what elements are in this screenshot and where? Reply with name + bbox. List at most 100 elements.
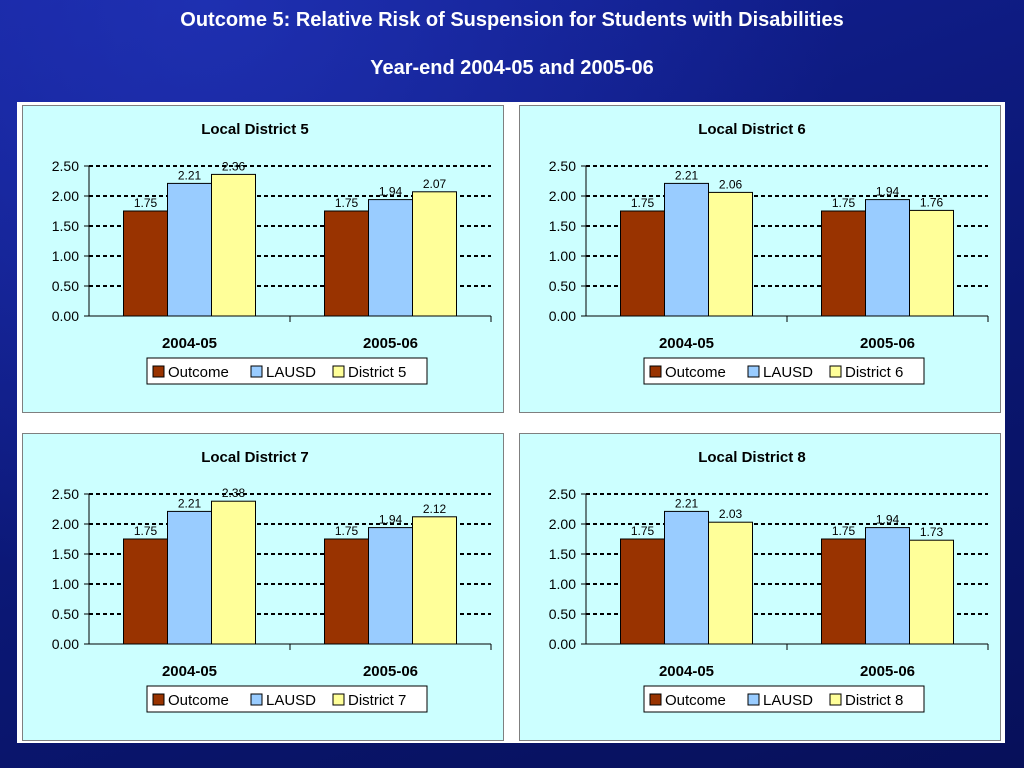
- chart-title: Local District 8: [698, 449, 806, 466]
- bar-lausd: [167, 510, 212, 645]
- bar-outcome: [620, 538, 665, 645]
- y-tick-label: 0.50: [52, 278, 79, 294]
- legend-swatch: [747, 693, 760, 706]
- legend-label: Outcome: [168, 692, 229, 709]
- x-category-label: 2005-06: [860, 335, 915, 352]
- y-tick-label: 1.00: [549, 576, 576, 592]
- y-tick-label: 2.50: [52, 486, 79, 502]
- y-tick-label: 0.00: [549, 636, 576, 652]
- chart-title: Local District 6: [698, 121, 806, 138]
- data-label: 1.75: [335, 196, 359, 210]
- data-label: 1.75: [832, 524, 856, 538]
- legend: Outcome LAUSD District 5: [146, 357, 428, 385]
- y-tick-label: 2.00: [52, 516, 79, 532]
- legend: Outcome LAUSD District 6: [643, 357, 925, 385]
- y-tick-label: 1.50: [52, 546, 79, 562]
- legend-box: [643, 357, 925, 385]
- y-tick-label: 2.00: [549, 188, 576, 204]
- legend-swatch: [152, 365, 165, 378]
- data-label: 1.75: [631, 524, 655, 538]
- x-category-label: 2004-05: [162, 335, 217, 352]
- legend-box: [643, 685, 925, 713]
- y-tick-label: 0.00: [549, 308, 576, 324]
- x-category-label: 2005-06: [363, 663, 418, 680]
- legend-swatch: [649, 693, 662, 706]
- data-label: 1.75: [631, 196, 655, 210]
- chart-svg: Local District 5 0.00 0.50 1.00 1.50 2.00 2.50…: [52, 121, 492, 385]
- bar-outcome: [123, 538, 168, 645]
- chart-svg: Local District 7 0.00 0.50 1.00 1.50 2.00 2.50…: [52, 449, 492, 713]
- legend-label: LAUSD: [266, 692, 316, 709]
- x-category-label: 2004-05: [659, 663, 714, 680]
- legend-label: Outcome: [665, 692, 726, 709]
- data-label: 2.03: [719, 507, 743, 521]
- legend-label: District 6: [845, 364, 903, 381]
- legend: Outcome LAUSD District 8: [643, 685, 925, 713]
- y-tick-label: 2.50: [549, 158, 576, 174]
- bar-lausd: [368, 527, 413, 645]
- data-label: 2.12: [423, 502, 447, 516]
- bar-district: [211, 500, 256, 645]
- legend-label: District 5: [348, 364, 406, 381]
- data-label: 1.76: [920, 195, 944, 209]
- data-label: 2.21: [178, 496, 202, 510]
- bar-district: [708, 191, 753, 317]
- data-label: 2.21: [675, 496, 699, 510]
- bar-outcome: [123, 210, 168, 317]
- bar-district: [909, 539, 954, 645]
- chart-panel-district-6: Local District 6 0.00 0.50 1.00 1.50 2.00 2.50…: [519, 105, 1001, 413]
- y-tick-label: 1.50: [549, 546, 576, 562]
- data-label: 1.94: [379, 185, 403, 199]
- legend-swatch: [829, 693, 842, 706]
- y-tick-label: 2.50: [549, 486, 576, 502]
- slide-title: Outcome 5: Relative Risk of Suspension f…: [180, 9, 844, 31]
- bar-outcome: [324, 210, 369, 317]
- legend-swatch: [829, 365, 842, 378]
- bar-lausd: [664, 510, 709, 645]
- bar-lausd: [865, 199, 910, 317]
- chart-panel-district-5: Local District 5 0.00 0.50 1.00 1.50 2.00 2.50…: [22, 105, 504, 413]
- legend-swatch: [250, 693, 263, 706]
- bar-lausd: [865, 527, 910, 645]
- legend-label: Outcome: [665, 364, 726, 381]
- slide-subtitle: Year-end 2004-05 and 2005-06: [370, 57, 654, 79]
- bar-district: [412, 191, 457, 317]
- legend-label: LAUSD: [266, 364, 316, 381]
- y-tick-label: 2.00: [52, 188, 79, 204]
- bar-outcome: [324, 538, 369, 645]
- data-label: 2.21: [675, 168, 699, 182]
- y-tick-label: 1.50: [549, 218, 576, 234]
- legend-swatch: [332, 365, 345, 378]
- y-tick-label: 0.00: [52, 636, 79, 652]
- bar-outcome: [821, 538, 866, 645]
- legend-swatch: [250, 365, 263, 378]
- bar-district: [708, 521, 753, 645]
- legend-label: Outcome: [168, 364, 229, 381]
- legend-swatch: [152, 693, 165, 706]
- legend: Outcome LAUSD District 7: [146, 685, 428, 713]
- data-label: 1.94: [876, 185, 900, 199]
- bar-outcome: [821, 210, 866, 317]
- data-label: 1.75: [335, 524, 359, 538]
- x-category-label: 2004-05: [659, 335, 714, 352]
- data-label: 1.75: [832, 196, 856, 210]
- y-tick-label: 0.50: [549, 278, 576, 294]
- bar-district: [412, 516, 457, 645]
- legend-swatch: [332, 693, 345, 706]
- y-tick-label: 1.00: [52, 576, 79, 592]
- y-tick-label: 2.00: [549, 516, 576, 532]
- y-tick-label: 2.50: [52, 158, 79, 174]
- bar-outcome: [620, 210, 665, 317]
- data-label: 2.36: [222, 159, 246, 173]
- data-label: 1.75: [134, 524, 158, 538]
- data-label: 2.07: [423, 177, 447, 191]
- bar-lausd: [664, 182, 709, 317]
- y-tick-label: 1.00: [549, 248, 576, 264]
- x-category-label: 2005-06: [860, 663, 915, 680]
- data-label: 1.94: [379, 513, 403, 527]
- bar-district: [909, 209, 954, 317]
- legend-swatch: [747, 365, 760, 378]
- y-tick-label: 0.00: [52, 308, 79, 324]
- chart-title: Local District 7: [201, 449, 309, 466]
- x-category-label: 2005-06: [363, 335, 418, 352]
